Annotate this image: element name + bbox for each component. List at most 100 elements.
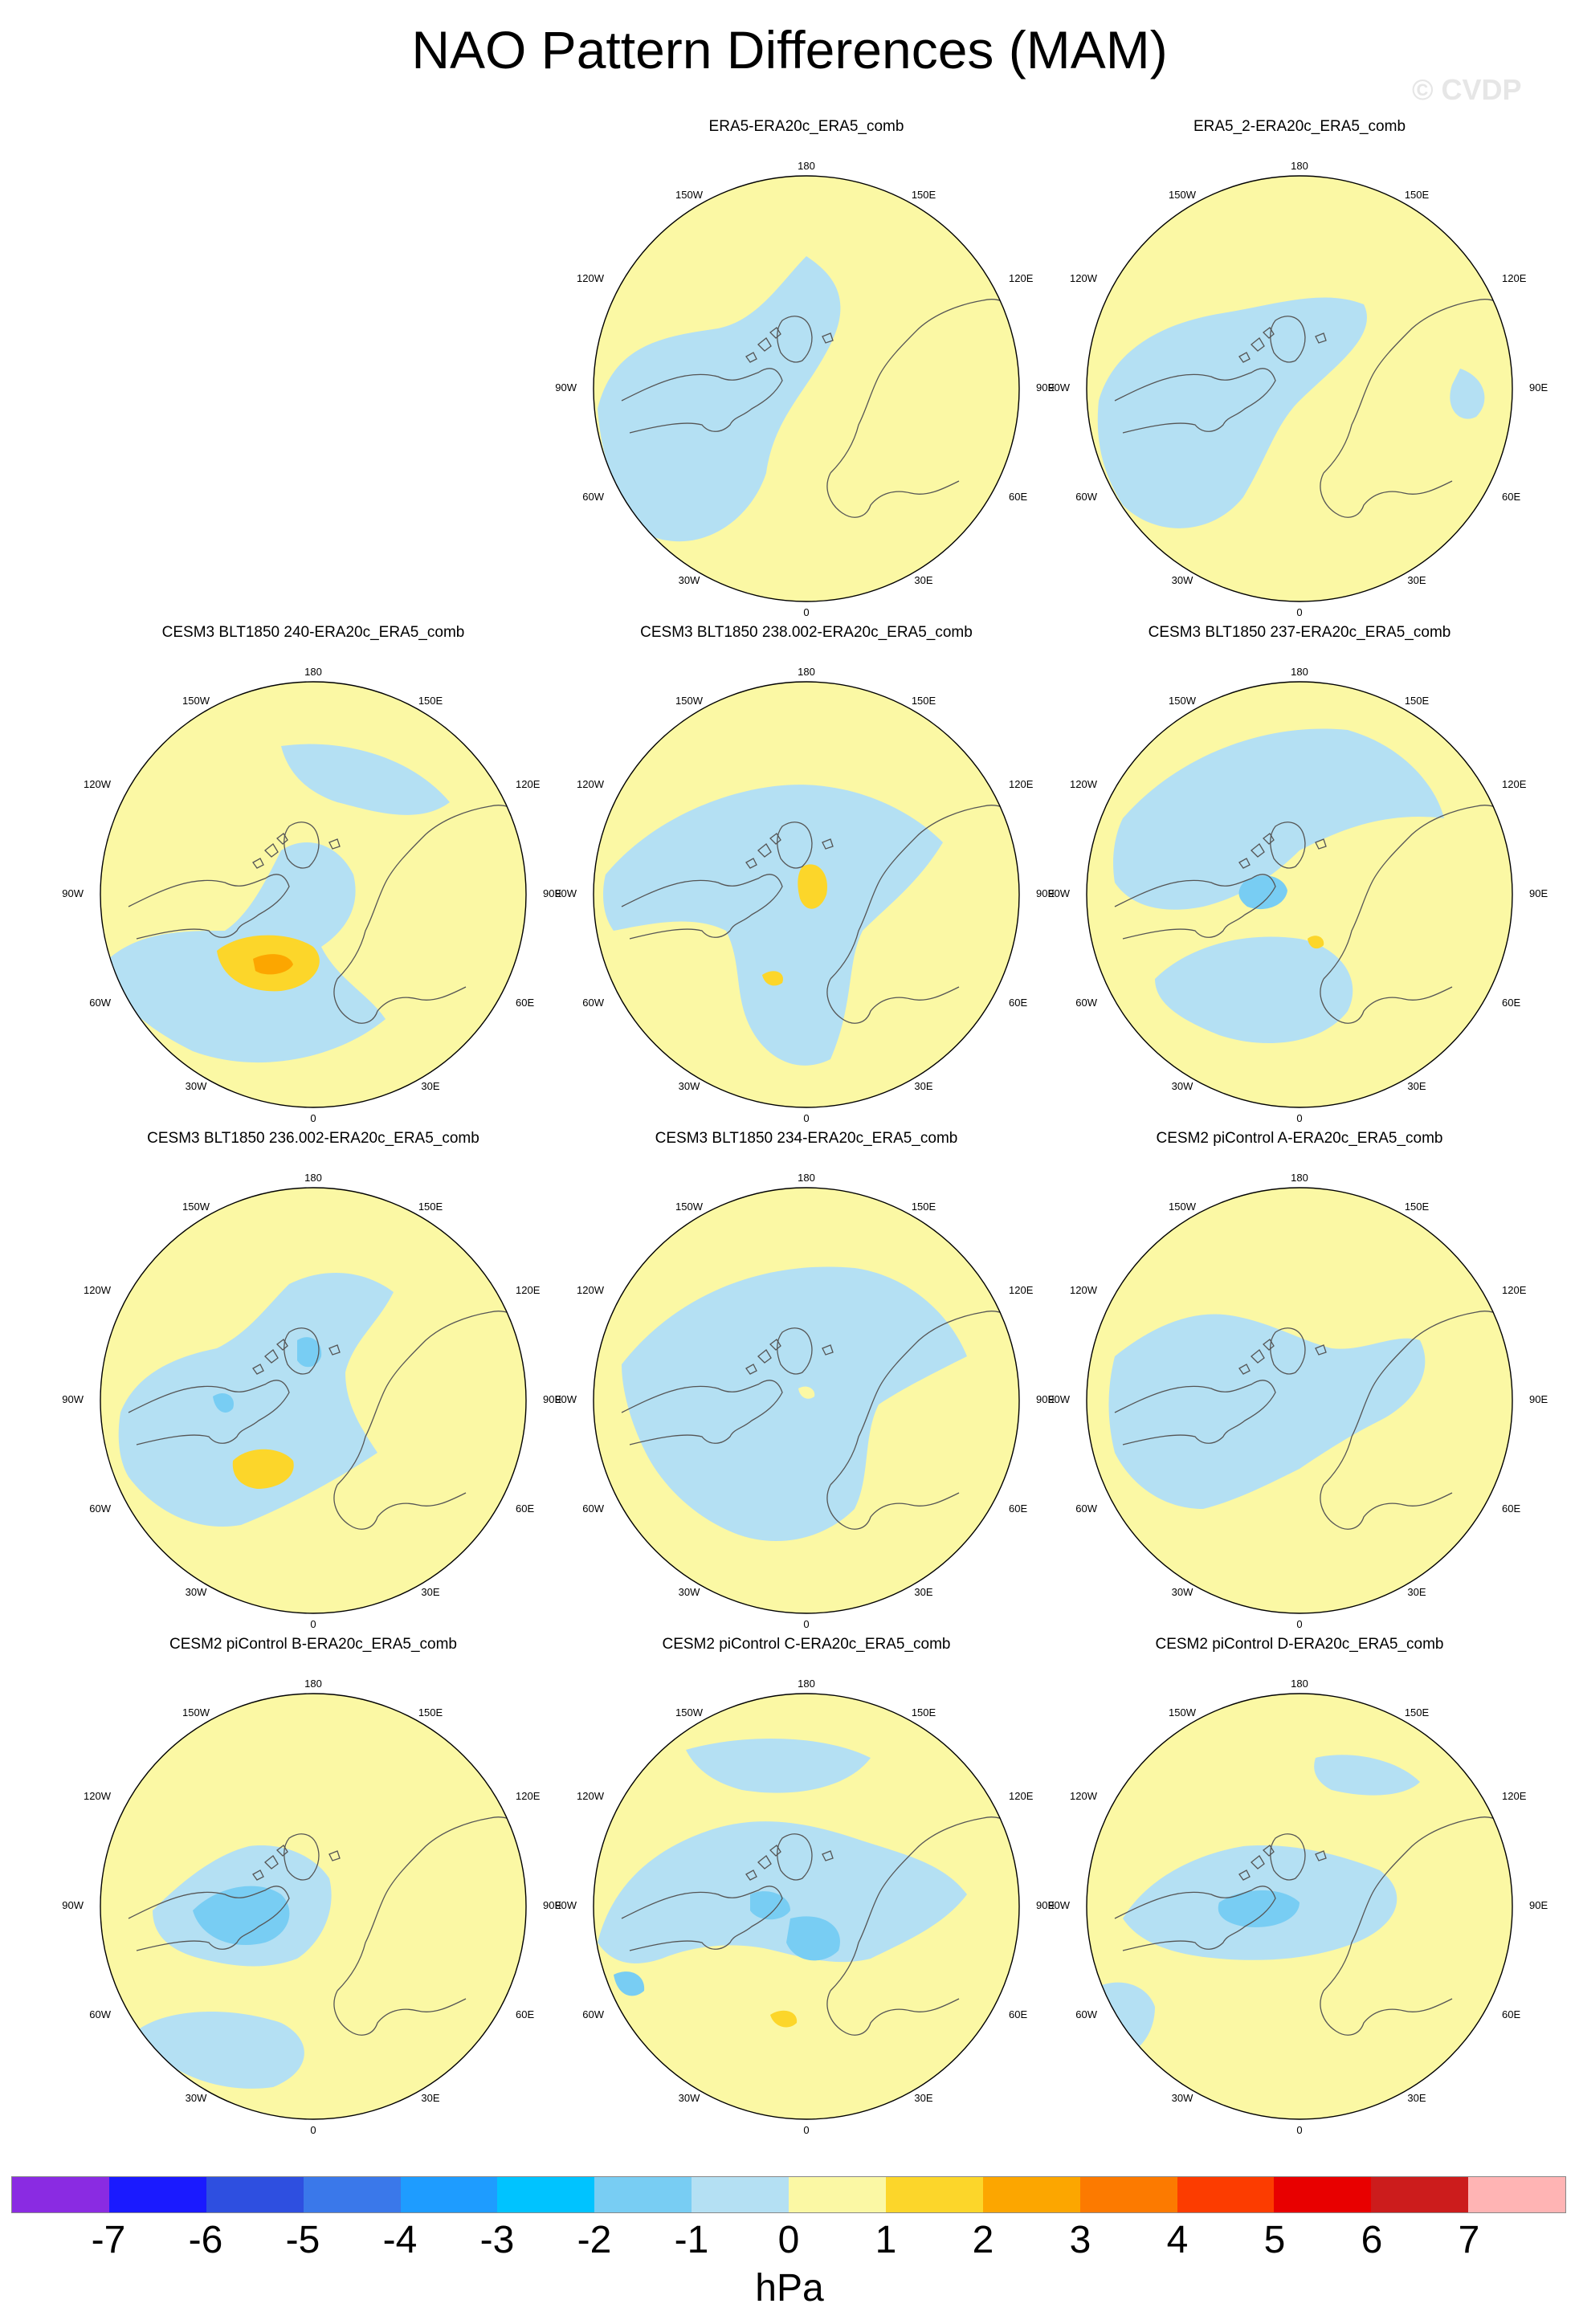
longitude-label: 30E bbox=[1407, 1586, 1426, 1598]
arctic-islands bbox=[1238, 327, 1327, 363]
longitude-label: 30E bbox=[1407, 2092, 1426, 2104]
greenland-coastline bbox=[777, 316, 813, 363]
arctic-islands bbox=[745, 1845, 834, 1881]
longitude-label: 90W bbox=[1048, 1899, 1070, 1911]
longitude-label: 120E bbox=[1009, 1284, 1034, 1296]
longitude-label: 150W bbox=[675, 1201, 704, 1213]
map-boundary bbox=[1086, 1693, 1513, 2120]
negative-anomaly-region bbox=[118, 1273, 394, 1527]
negative-anomaly-region bbox=[598, 256, 841, 542]
eurasia-coastline bbox=[830, 1816, 1019, 1992]
greenland-coastline bbox=[1270, 822, 1306, 869]
longitude-label: 90W bbox=[62, 1899, 84, 1911]
negative-anomaly-region bbox=[603, 785, 943, 1066]
longitude-label: 150W bbox=[182, 1706, 210, 1719]
colorbar-tick-label: -6 bbox=[188, 2219, 223, 2261]
longitude-label: 30E bbox=[1407, 574, 1426, 586]
colorbar-segment bbox=[12, 2177, 109, 2212]
colorbar-segment bbox=[885, 2177, 983, 2212]
longitude-label: 180 bbox=[1291, 160, 1308, 172]
north-america-coastline bbox=[128, 1380, 290, 1445]
longitude-label: 120W bbox=[1070, 1284, 1098, 1296]
panel-title: CESM2 piControl C-ERA20c_ERA5_comb bbox=[662, 1636, 951, 1653]
longitude-label: 30E bbox=[421, 1080, 439, 1092]
panel-title: ERA5_2-ERA20c_ERA5_comb bbox=[1193, 118, 1406, 135]
longitude-label: 120W bbox=[1070, 1790, 1098, 1802]
positive-anomaly-region bbox=[798, 864, 827, 909]
north-america-coastline bbox=[621, 368, 783, 434]
longitude-label: 150W bbox=[182, 695, 210, 707]
longitude-label: 60W bbox=[1075, 491, 1097, 503]
longitude-label: 60W bbox=[89, 997, 111, 1009]
negative-anomaly-region bbox=[193, 1886, 290, 1946]
polar-map: 180 150E 120E 90E 60E 30E 0 30W 60W 90W 120W 150W bbox=[555, 1678, 1055, 2136]
polar-map: 180 150E 120E 90E 60E 30E 0 30W 60W 90W 120W 150W bbox=[555, 666, 1055, 1124]
colorbar-tick-label: 1 bbox=[875, 2219, 897, 2261]
longitude-label: 120E bbox=[1502, 1284, 1527, 1296]
longitude-label: 90W bbox=[1048, 1393, 1070, 1405]
longitude-label: 30E bbox=[914, 1586, 932, 1598]
arctic-islands bbox=[745, 327, 834, 363]
longitude-label: 90E bbox=[1036, 381, 1055, 393]
eurasia-coastline bbox=[1323, 1816, 1512, 1992]
longitude-label: 120E bbox=[1502, 778, 1527, 790]
colorbar-labels: -7 -6 -5 -4 -3 -2 -1 0 1 2 3 4 5 6 7 bbox=[0, 2216, 1579, 2273]
negative-anomaly-region bbox=[1450, 369, 1485, 419]
eurasia-coastline bbox=[1323, 805, 1512, 980]
positive-anomaly-region bbox=[232, 1449, 294, 1489]
longitude-label: 180 bbox=[1291, 1678, 1308, 1690]
longitude-label: 60E bbox=[516, 2008, 534, 2020]
longitude-label: 60W bbox=[89, 1502, 111, 1515]
longitude-label: 60E bbox=[1009, 997, 1027, 1009]
colorbar-segment bbox=[206, 2177, 304, 2212]
negative-anomaly-region bbox=[598, 1821, 967, 1963]
longitude-label: 60W bbox=[1075, 2008, 1097, 2020]
colorbar-tick-label: 7 bbox=[1458, 2219, 1480, 2261]
cvdp-watermark: © CVDP bbox=[1412, 73, 1522, 106]
map-boundary bbox=[1086, 1187, 1513, 1614]
greenland-coastline bbox=[284, 822, 320, 869]
polar-map: 180 150E 120E 90E 60E 30E 0 30W 60W 90W 120W 150W bbox=[62, 1678, 561, 2136]
longitude-label: 60E bbox=[516, 997, 534, 1009]
longitude-label: 150E bbox=[1405, 1201, 1430, 1213]
longitude-label: 0 bbox=[803, 2124, 809, 2136]
panel-title: CESM3 BLT1850 234-ERA20c_ERA5_comb bbox=[655, 1130, 958, 1147]
panel-title: CESM3 BLT1850 238.002-ERA20c_ERA5_comb bbox=[640, 624, 973, 641]
map-panel-11: CESM2 piControl D-ERA20c_ERA5_comb bbox=[1048, 1634, 1548, 2136]
longitude-label: 120E bbox=[1009, 778, 1034, 790]
longitude-label: 120W bbox=[84, 1284, 112, 1296]
longitude-label: 90W bbox=[555, 1393, 577, 1405]
longitude-label: 180 bbox=[798, 160, 815, 172]
longitude-label: 30E bbox=[421, 1586, 439, 1598]
longitude-label: 30W bbox=[186, 1080, 207, 1092]
longitude-label: 30W bbox=[1172, 574, 1193, 586]
polar-map: 180 150E 120E 90E 60E 30E 0 30W 60W 90W 120W 150W bbox=[62, 666, 561, 1124]
negative-anomaly-region bbox=[686, 1739, 871, 1793]
longitude-label: 90W bbox=[555, 381, 577, 393]
longitude-label: 30W bbox=[679, 2092, 700, 2104]
longitude-label: 150E bbox=[1405, 695, 1430, 707]
longitude-label: 150W bbox=[1169, 189, 1197, 201]
longitude-label: 180 bbox=[304, 1678, 322, 1690]
north-america-coastline bbox=[1114, 368, 1276, 434]
longitude-label: 90W bbox=[62, 1393, 84, 1405]
negative-anomaly-region bbox=[622, 1266, 967, 1541]
panel-title: ERA5-ERA20c_ERA5_comb bbox=[708, 118, 904, 135]
north-america-coastline bbox=[621, 1380, 783, 1445]
map-boundary bbox=[100, 1187, 527, 1614]
europe-coastline bbox=[1320, 1484, 1453, 1530]
longitude-label: 120E bbox=[516, 778, 541, 790]
europe-coastline bbox=[1320, 1990, 1453, 2036]
longitude-label: 150W bbox=[1169, 1201, 1197, 1213]
longitude-label: 150W bbox=[182, 1201, 210, 1213]
greenland-coastline bbox=[1270, 316, 1306, 363]
negative-anomaly-region bbox=[1218, 1890, 1300, 1927]
longitude-label: 90E bbox=[1529, 1899, 1548, 1911]
negative-anomaly-region bbox=[281, 744, 450, 815]
map-panel-10: CESM2 piControl C-ERA20c_ERA5_comb bbox=[555, 1634, 1055, 2136]
arctic-islands bbox=[745, 833, 834, 869]
north-america-coastline bbox=[621, 1886, 783, 1951]
longitude-label: 180 bbox=[1291, 666, 1308, 678]
north-america-coastline bbox=[128, 874, 290, 940]
europe-coastline bbox=[826, 1484, 960, 1530]
